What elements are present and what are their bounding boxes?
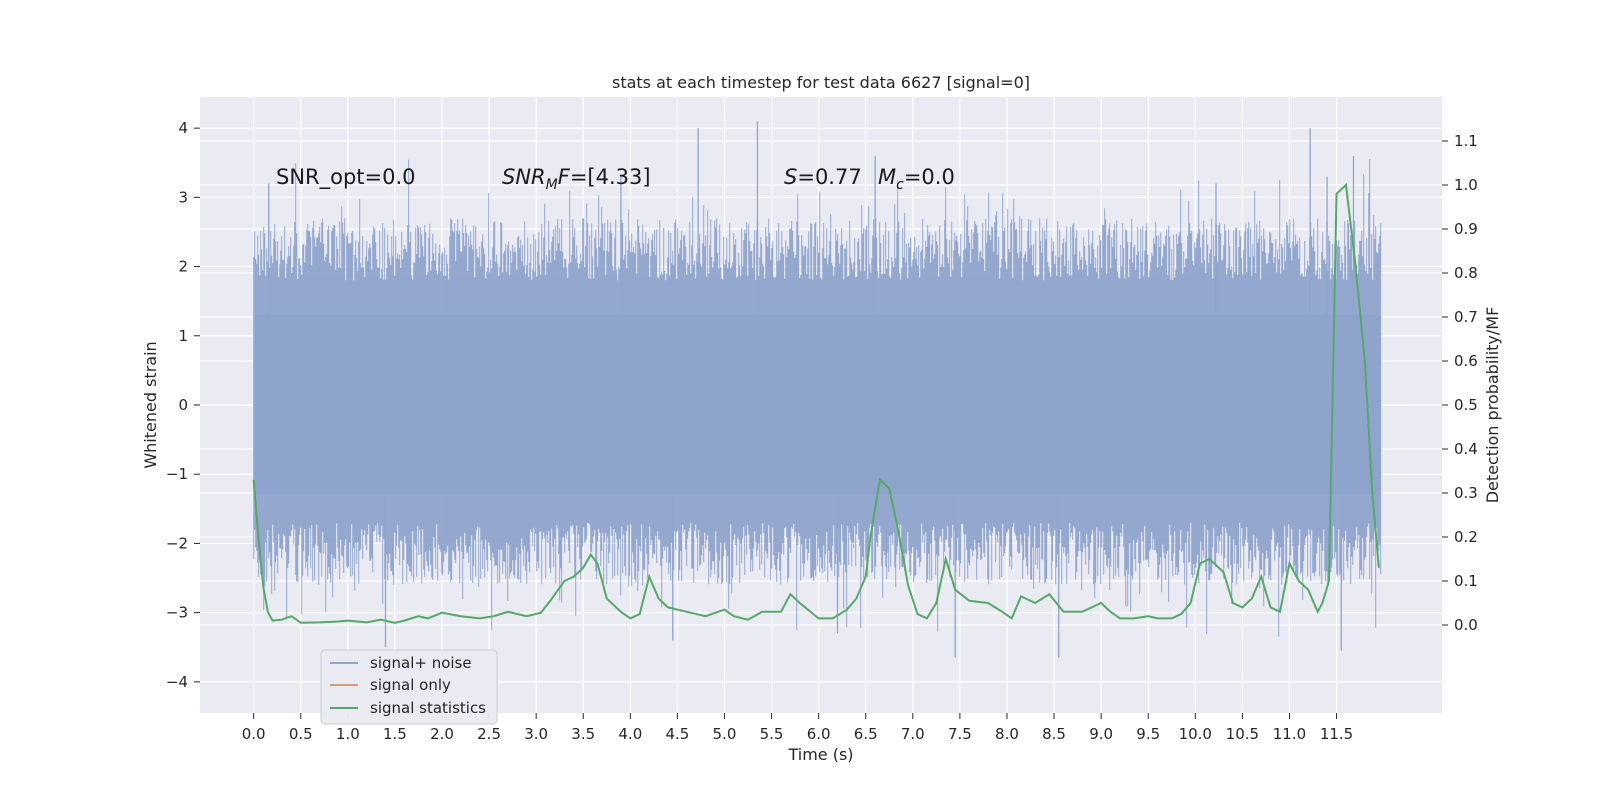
y-right-tick-label: 1.1 xyxy=(1454,132,1478,150)
x-tick-label: 9.0 xyxy=(1089,725,1113,743)
y-left-tick-label: 3 xyxy=(178,188,188,206)
y-right-tick-label: 0.2 xyxy=(1454,528,1478,546)
x-tick-label: 4.5 xyxy=(665,725,689,743)
x-tick-label: 1.0 xyxy=(336,725,360,743)
y-right-tick-label: 0.0 xyxy=(1454,616,1478,634)
chart-title: stats at each timestep for test data 662… xyxy=(612,73,1030,92)
y-right-tick-label: 0.8 xyxy=(1454,264,1478,282)
noise-envelope xyxy=(253,159,1382,637)
x-tick-label: 0.5 xyxy=(289,725,313,743)
signal-statistics-series xyxy=(252,182,1380,624)
x-axis-ticks: 0.0 0.5 1.0 1.5 2.0 2.5 3.0 3.5 4.0 4.5 5.0 5.5 6.0 6… xyxy=(242,713,1353,743)
y-right-tick-label: 0.1 xyxy=(1454,572,1478,590)
x-tick-label: 8.5 xyxy=(1042,725,1066,743)
y-right-tick-label: 0.6 xyxy=(1454,352,1478,370)
legend-frame xyxy=(320,649,498,725)
y-left-tick-label: −4 xyxy=(166,673,188,691)
x-tick-label: 10.5 xyxy=(1226,725,1259,743)
y-right-tick-label: 1.0 xyxy=(1454,176,1478,194)
annotation-s: S=0.77 xyxy=(784,165,862,189)
y-right-axis-label: Detection probability/MF xyxy=(1483,307,1502,504)
x-tick-label: 10.0 xyxy=(1179,725,1212,743)
y-left-tick-label: 0 xyxy=(178,396,188,414)
y-left-tick-label: −3 xyxy=(166,604,188,622)
y-left-tick-label: 2 xyxy=(178,258,188,276)
x-tick-label: 6.5 xyxy=(854,725,878,743)
annotation-mc: Mc=0.0 xyxy=(878,165,955,193)
x-tick-label: 5.5 xyxy=(760,725,784,743)
y-right-tick-label: 0.9 xyxy=(1454,220,1478,238)
x-tick-label: 11.0 xyxy=(1273,725,1306,743)
y-left-axis-label: Whitened strain xyxy=(141,341,160,468)
x-tick-label: 1.5 xyxy=(383,725,407,743)
x-tick-label: 6.0 xyxy=(807,725,831,743)
y-left-tick-label: 1 xyxy=(178,327,188,345)
x-tick-label: 7.0 xyxy=(901,725,925,743)
y-right-tick-label: 0.5 xyxy=(1454,396,1478,414)
annotations: SNR_opt=0.0 SNRMF=[4.33] S=0.77 Mc=0.0 xyxy=(276,165,955,193)
legend: signal+ noise signal only signal statist… xyxy=(320,649,498,725)
y-right-axis-ticks: 0.0 0.1 0.2 0.3 0.4 0.5 0.6 0.7 0.8 0.9 1.0 1.1 xyxy=(1442,132,1478,634)
x-tick-label: 7.5 xyxy=(948,725,972,743)
y-right-tick-label: 0.4 xyxy=(1454,440,1478,458)
y-left-tick-label: −2 xyxy=(166,534,188,552)
x-tick-label: 8.0 xyxy=(995,725,1019,743)
x-axis-label: Time (s) xyxy=(787,745,853,764)
signal-statistics-line xyxy=(252,182,1380,624)
x-tick-label: 4.0 xyxy=(618,725,642,743)
x-tick-label: 11.5 xyxy=(1320,725,1353,743)
legend-label-signal-only: signal only xyxy=(370,676,451,694)
annotation-snr-opt: SNR_opt=0.0 xyxy=(276,165,416,190)
legend-label-signal-noise: signal+ noise xyxy=(370,654,472,672)
x-tick-label: 2.5 xyxy=(477,725,501,743)
annotation-snr-mf: SNRMF=[4.33] xyxy=(502,165,651,193)
signal-noise-series xyxy=(253,121,1382,658)
x-tick-label: 9.5 xyxy=(1136,725,1160,743)
y-right-tick-label: 0.7 xyxy=(1454,308,1478,326)
y-left-tick-label: −1 xyxy=(166,465,188,483)
legend-label-signal-statistics: signal statistics xyxy=(370,699,486,717)
y-right-tick-label: 0.3 xyxy=(1454,484,1478,502)
y-left-tick-label: 4 xyxy=(178,119,188,137)
x-tick-label: 2.0 xyxy=(430,725,454,743)
x-tick-label: 3.5 xyxy=(571,725,595,743)
x-tick-label: 0.0 xyxy=(242,725,266,743)
y-left-axis-ticks: −4 −3 −2 −1 0 1 2 3 4 xyxy=(166,119,200,691)
x-tick-label: 3.0 xyxy=(524,725,548,743)
x-tick-label: 5.0 xyxy=(713,725,737,743)
